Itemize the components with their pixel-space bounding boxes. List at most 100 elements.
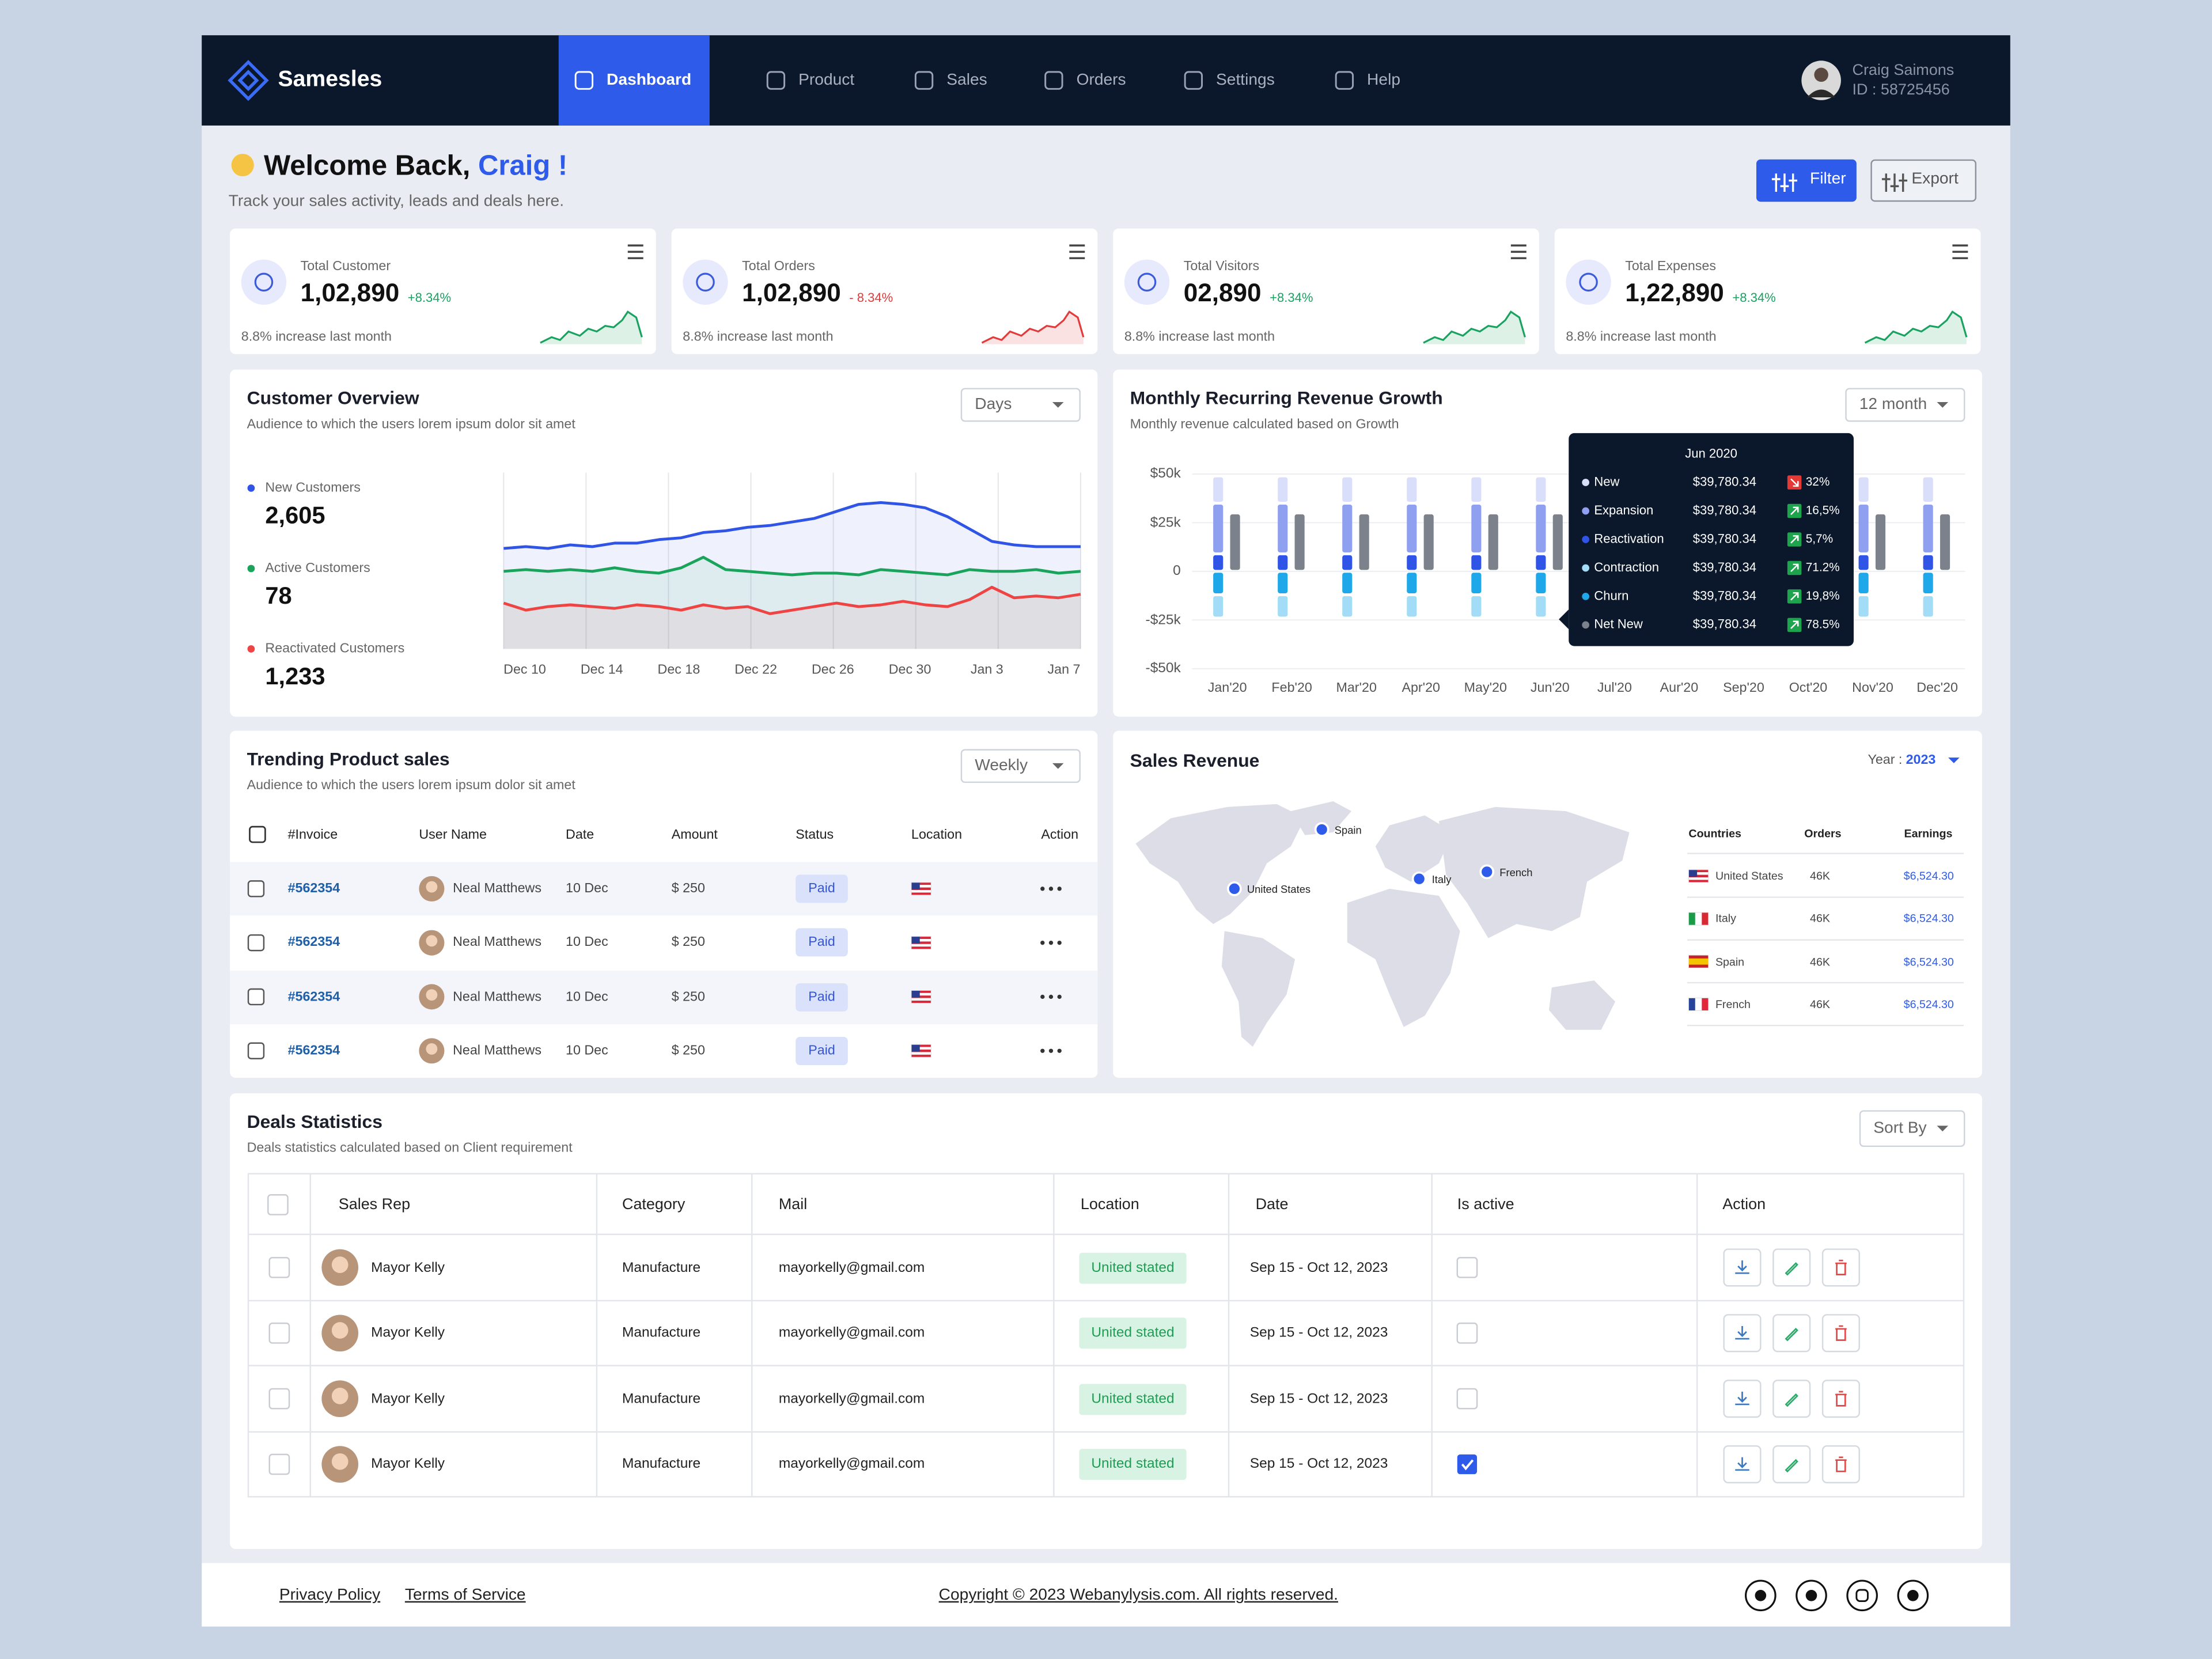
x-tick-label: Jan'20 (1207, 680, 1247, 696)
stat-label: Total Orders (742, 259, 815, 275)
x-tick-label: Jun'20 (1530, 680, 1570, 696)
column-header: #Invoice (287, 827, 338, 843)
metric-value: 2,605 (265, 502, 325, 529)
card-title: Sales Revenue (1130, 749, 1260, 771)
column-header: Status (796, 827, 834, 843)
card-title: Trending Product sales (247, 748, 450, 770)
stat-change: +8.34% (407, 290, 452, 305)
location: United stated (1091, 1259, 1175, 1275)
export-label[interactable]: Export (1911, 171, 1959, 188)
x-tick-label: May'20 (1464, 680, 1507, 696)
year-label: Year : (1868, 752, 1903, 768)
nav-item[interactable]: Orders (1076, 71, 1126, 89)
category: Manufacture (622, 1456, 701, 1472)
nav-item[interactable]: Help (1367, 71, 1400, 89)
card-subtitle: Deals statistics calculated based on Cli… (247, 1141, 573, 1156)
stat-value: 02,890 (1183, 278, 1262, 307)
invoice[interactable]: #562354 (287, 1043, 340, 1059)
stat-value: 1,02,890 (300, 278, 400, 307)
stat-change: +8.34% (1732, 290, 1776, 305)
status: Paid (808, 881, 835, 897)
dropdown-label[interactable]: 12 month (1859, 396, 1927, 414)
row-bg (230, 862, 1098, 916)
mail: mayorkelly@gmail.com (778, 1391, 925, 1407)
earnings: $6,524.30 (1903, 869, 1954, 882)
card-subtitle: Audience to which the users lorem ipsum … (247, 778, 575, 794)
brand: Samesles (278, 67, 382, 92)
nav-item[interactable]: Sales (946, 71, 987, 89)
invoice[interactable]: #562354 (287, 881, 340, 897)
status-badge (796, 1036, 848, 1065)
column-header: Earnings (1904, 827, 1953, 840)
orders: 46K (1810, 998, 1830, 1011)
status-badge (796, 929, 848, 957)
country: Spain (1715, 955, 1745, 968)
x-tick-label: Oct'20 (1789, 680, 1828, 696)
x-tick-label: Dec 26 (811, 662, 854, 678)
card-title: Customer Overview (247, 387, 419, 408)
date-range: Sep 15 - Oct 12, 2023 (1249, 1259, 1388, 1275)
y-tick-label: -$25k (1145, 612, 1181, 628)
category: Manufacture (622, 1325, 701, 1341)
date-range: Sep 15 - Oct 12, 2023 (1249, 1456, 1388, 1472)
stat-label: Total Visitors (1183, 259, 1260, 275)
metric-value: 78 (265, 582, 292, 609)
date-range: Sep 15 - Oct 12, 2023 (1249, 1325, 1388, 1341)
column-header: Date (1255, 1196, 1289, 1214)
nav-item[interactable]: Settings (1216, 71, 1275, 89)
x-tick-label: Sep'20 (1723, 680, 1764, 696)
status: Paid (808, 935, 835, 951)
top-nav (202, 35, 2010, 126)
stat-value: 1,02,890 (742, 278, 841, 307)
country: Italy (1715, 912, 1736, 926)
column-header: Orders (1804, 827, 1842, 840)
invoice[interactable]: #562354 (287, 988, 340, 1005)
legend-label: New Customers (265, 480, 361, 496)
date: 10 Dec (566, 1043, 608, 1059)
year-value[interactable]: 2023 (1906, 752, 1936, 768)
invoice[interactable]: #562354 (287, 935, 340, 951)
stat-note: 8.8% increase last month (1566, 329, 1717, 345)
user-id: ID : 58725456 (1852, 82, 1950, 99)
column-header: Location (1080, 1196, 1139, 1214)
date: 10 Dec (566, 881, 608, 897)
location: United stated (1091, 1391, 1175, 1407)
dropdown-label[interactable]: Sort By (1873, 1120, 1927, 1137)
location: United stated (1091, 1456, 1175, 1472)
status-badge (796, 874, 848, 903)
x-tick-label: Dec 18 (657, 662, 700, 678)
stat-label: Total Customer (300, 259, 391, 275)
dropdown-label[interactable]: Days (975, 396, 1012, 414)
welcome-heading: Welcome Back, Craig ! (264, 151, 567, 183)
category: Manufacture (622, 1391, 701, 1407)
sales-rep: Mayor Kelly (371, 1456, 445, 1472)
filter-label[interactable]: Filter (1810, 171, 1846, 188)
stat-note: 8.8% increase last month (683, 329, 834, 345)
amount: $ 250 (671, 1043, 705, 1059)
sales-rep: Mayor Kelly (371, 1325, 445, 1341)
status: Paid (808, 1043, 835, 1059)
nav-item[interactable]: Dashboard (607, 71, 692, 89)
stat-note: 8.8% increase last month (1124, 329, 1275, 345)
card-title: Deals Statistics (247, 1111, 382, 1132)
status-badge (796, 982, 848, 1011)
metric-value: 1,233 (265, 663, 325, 690)
sales-rep: Mayor Kelly (371, 1391, 445, 1407)
country: United States (1715, 869, 1783, 882)
column-header: User Name (419, 827, 487, 843)
x-tick-label: Jan 3 (970, 662, 1003, 678)
column-header: Sales Rep (338, 1196, 411, 1214)
stat-label: Total Expenses (1625, 259, 1717, 275)
column-header: Date (566, 827, 594, 843)
user-name: Neal Matthews (453, 935, 542, 951)
nav-item[interactable]: Product (798, 71, 855, 89)
legend-label: Reactivated Customers (265, 641, 405, 657)
column-header: Mail (778, 1196, 808, 1214)
dropdown-label[interactable]: Weekly (975, 757, 1028, 775)
column-header: Countries (1688, 827, 1741, 840)
dropdown[interactable] (960, 388, 1081, 422)
footer-link[interactable]: Privacy Policy (279, 1587, 381, 1604)
greeting: Welcome Back, (263, 151, 471, 182)
footer-link[interactable]: Terms of Service (404, 1587, 526, 1604)
x-tick-label: Feb'20 (1271, 680, 1312, 696)
